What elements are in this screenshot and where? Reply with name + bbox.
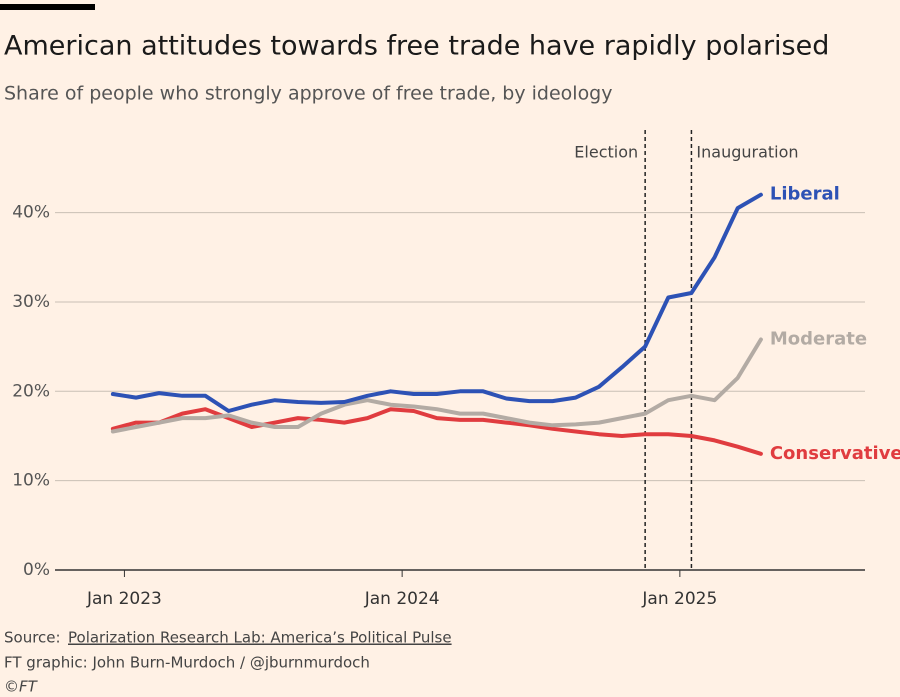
series-line <box>110 337 763 434</box>
series-label: Conservative <box>770 443 900 464</box>
y-tick-label: 40% <box>12 203 50 223</box>
x-tick-label: Jan 2025 <box>641 589 717 609</box>
chart-subtitle: Share of people who strongly approve of … <box>4 83 613 105</box>
credit: FT graphic: John Burn-Murdoch / @jburnmu… <box>4 654 370 672</box>
top-bar <box>0 4 95 10</box>
chart-title: American attitudes towards free trade ha… <box>4 31 829 62</box>
source-prefix: Source: <box>4 629 61 647</box>
series-line <box>110 192 763 413</box>
y-tick-label: 0% <box>23 560 50 580</box>
y-tick-label: 30% <box>12 292 50 312</box>
series-label: Liberal <box>770 184 840 205</box>
series-label: Moderate <box>770 328 867 349</box>
y-tick-label: 20% <box>12 381 50 401</box>
x-tick-label: Jan 2023 <box>86 589 162 609</box>
event-label: Inauguration <box>696 143 798 162</box>
x-tick-label: Jan 2024 <box>364 589 440 609</box>
event-label: Election <box>574 143 638 162</box>
copyright: ©FT <box>4 678 39 696</box>
source-link[interactable]: Polarization Research Lab: America’s Pol… <box>68 629 452 647</box>
y-tick-label: 10% <box>12 471 50 491</box>
